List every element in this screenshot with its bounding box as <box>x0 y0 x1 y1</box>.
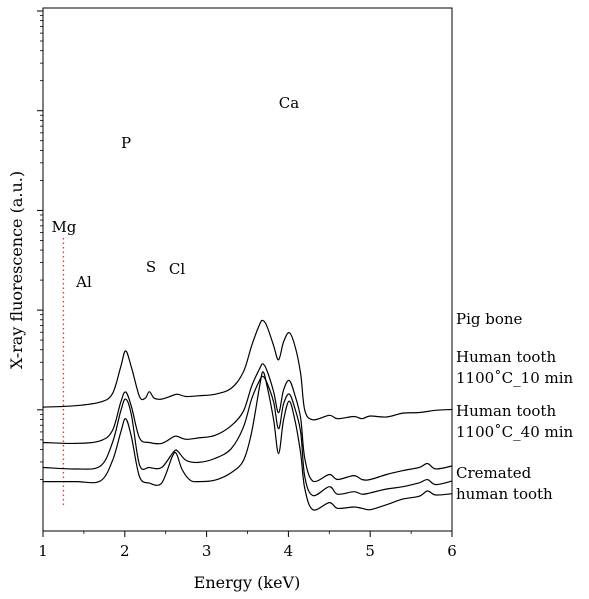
series-labels: Pig bone Human tooth 1100˚C_10 min Human to… <box>456 310 574 503</box>
series-line <box>42 363 453 483</box>
x-axis-ticks: 1 2 3 4 5 6 <box>38 531 457 560</box>
peak-label: Al <box>75 273 92 291</box>
x-tick-label: 5 <box>365 542 375 560</box>
peak-label: Cl <box>169 260 185 278</box>
series-label: Pig bone <box>456 310 523 328</box>
y-axis-ticks <box>37 10 43 480</box>
x-axis-title: Energy (keV) <box>194 573 301 592</box>
plot-frame <box>42 7 453 532</box>
x-tick-label: 6 <box>447 542 457 560</box>
x-tick-label: 4 <box>284 542 294 560</box>
x-tick-label: 2 <box>120 542 130 560</box>
peak-label: P <box>121 134 131 152</box>
series-line <box>42 319 453 421</box>
spectrum-lines <box>42 319 453 511</box>
y-axis-title: X-ray fluorescence (a.u.) <box>7 171 26 369</box>
series-label: Human tooth <box>456 348 556 366</box>
peak-label: Ca <box>279 94 299 112</box>
element-peak-labels: Mg P S Cl Al Ca <box>51 94 299 291</box>
series-label: Human tooth <box>456 402 556 420</box>
series-label: 1100˚C_40 min <box>456 423 574 441</box>
x-tick-label: 1 <box>38 542 48 560</box>
series-label: 1100˚C_10 min <box>456 369 574 387</box>
peak-label-mg: Mg <box>51 218 76 236</box>
series-label: human tooth <box>456 485 553 503</box>
series-label: Cremated <box>456 464 532 482</box>
peak-label: S <box>146 258 156 276</box>
x-tick-label: 3 <box>202 542 212 560</box>
series-line <box>42 371 453 511</box>
